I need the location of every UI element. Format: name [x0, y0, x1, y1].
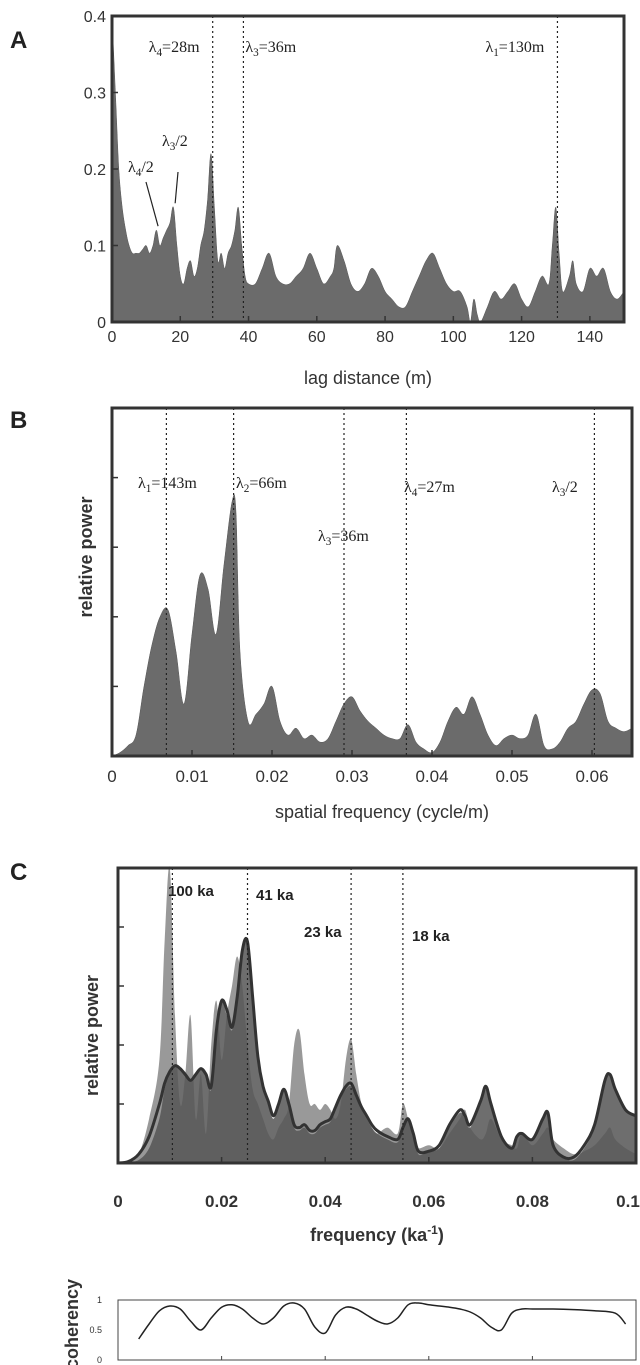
period-label-3: 23 ka: [304, 924, 342, 941]
x-tick-label-0: 0: [108, 329, 117, 346]
line-series: [117, 937, 637, 1165]
y-axis-label: relative power: [76, 496, 96, 617]
half-label-2: λ3/2: [162, 133, 188, 153]
x-tick-label-1: 0.01: [175, 767, 208, 786]
x-axis-label: lag distance (m): [304, 368, 432, 388]
chart-panel-b: λ1=143m λ2=66m λ3=36m λ4=27m λ3/2 0 0.01 0.02 0.…: [76, 406, 634, 822]
coherency-line: [138, 1302, 627, 1340]
x-tick-label-1: 0.02: [205, 1192, 238, 1211]
half-leader-2: [174, 171, 179, 204]
x-tick-label-6: 120: [508, 329, 535, 346]
period-label-2: 41 ka: [256, 887, 294, 904]
half-label-1: λ4/2: [128, 159, 154, 179]
x-tick-label-3: 60: [308, 329, 326, 346]
y-tick-label-3: 0.3: [84, 86, 106, 103]
peak-label-4: λ4=27m: [404, 479, 455, 499]
y-tick-label-2: 0.2: [84, 162, 106, 179]
x-tick-label-4: 0.08: [516, 1192, 549, 1211]
panel-letter-b: B: [10, 407, 27, 434]
x-tick-label-5: 100: [440, 329, 467, 346]
area-series: [111, 494, 633, 757]
panel-letter-c: C: [10, 859, 27, 886]
x-axis-label: frequency (ka-1): [310, 1223, 444, 1245]
x-tick-label-6: 0.06: [575, 767, 608, 786]
half-leader-1: [145, 181, 159, 227]
period-label-4: 18 ka: [412, 928, 450, 945]
chart-panel-c-coherency: 0 0.5 1 coherency: [62, 1279, 637, 1365]
coherency-y-tick-label-0: 0: [97, 1355, 102, 1365]
y-axis-label: relative power: [82, 975, 102, 1096]
peak-label-3: λ3=36m: [318, 528, 369, 548]
x-tick-label-5: 0.05: [495, 767, 528, 786]
x-axis-label: spatial frequency (cycle/m): [275, 802, 489, 822]
peak-label-2: λ3=36m: [245, 39, 296, 59]
chart-panel-a: λ4=28m λ3=36m λ1=130m λ4/2 λ3/2 0 20 40 60 80 100 1…: [84, 9, 626, 388]
panel-letter-a: A: [10, 27, 27, 54]
x-tick-label-3: 0.06: [412, 1192, 445, 1211]
y-tick-label-1: 0.1: [84, 239, 106, 256]
x-tick-label-4: 0.04: [415, 767, 448, 786]
x-tick-label-3: 0.03: [335, 767, 368, 786]
plot-frame: [110, 406, 634, 758]
coherency-y-tick-label-2: 1: [97, 1295, 102, 1305]
coherency-y-tick-label-1: 0.5: [89, 1325, 102, 1335]
area-series: [111, 15, 625, 323]
x-tick-label-1: 20: [171, 329, 189, 346]
peak-label-1: λ1=143m: [138, 475, 197, 495]
y-tick-label-0: 0: [97, 315, 106, 332]
peak-label-3: λ1=130m: [485, 39, 544, 59]
period-label-1: 100 ka: [168, 883, 215, 900]
x-tick-label-2: 0.04: [309, 1192, 343, 1211]
coherency-y-axis-label: coherency: [62, 1279, 82, 1365]
x-tick-label-5: 0.1: [616, 1192, 640, 1211]
chart-panel-c: 100 ka 41 ka 23 ka 18 ka 0 0.02 0.04 0.06 0.08 0.…: [82, 866, 640, 1245]
x-tick-label-0: 0: [107, 767, 116, 786]
x-tick-label-7: 140: [577, 329, 604, 346]
peak-label-5: λ3/2: [552, 479, 578, 499]
x-tick-label-2: 40: [240, 329, 258, 346]
y-tick-label-4: 0.4: [84, 9, 106, 26]
x-tick-label-4: 80: [376, 329, 394, 346]
peak-label-2: λ2=66m: [236, 475, 287, 495]
plot-frame: [116, 866, 638, 1165]
x-tick-label-0: 0: [113, 1192, 122, 1211]
coherency-frame: [117, 1299, 637, 1361]
x-tick-label-2: 0.02: [255, 767, 288, 786]
peak-label-1: λ4=28m: [149, 39, 200, 59]
